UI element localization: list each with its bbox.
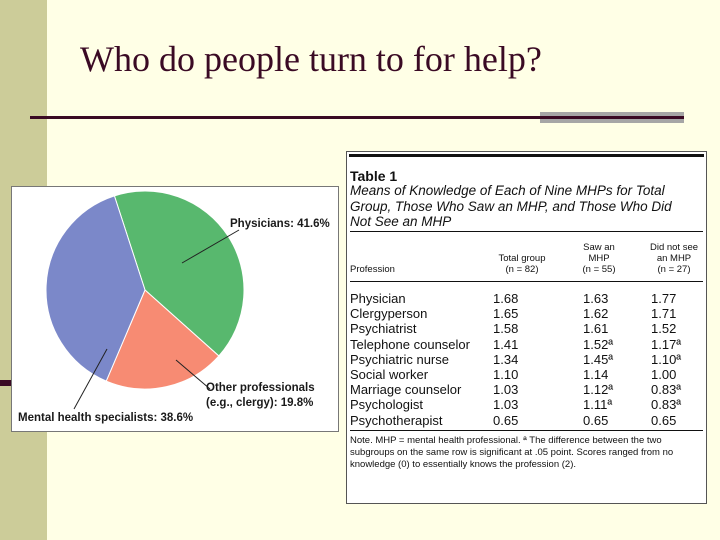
table-row: Clergyperson 1.65 1.62 1.71	[350, 306, 702, 321]
table-row: Social worker 1.10 1.14 1.00	[350, 367, 702, 382]
total-cell: 1.34	[493, 351, 519, 367]
total-cell: 1.03	[493, 382, 519, 398]
slice-label-mental-health: Mental health specialists: 38.6%	[18, 412, 193, 424]
col-head-profession: Profession	[350, 264, 395, 275]
saw-cell: 1.11ª	[583, 397, 613, 413]
profession-cell: Clergyperson	[350, 306, 428, 322]
left-accent-bar	[0, 380, 14, 386]
profession-cell: Psychotherapist	[350, 412, 443, 428]
table-card: Table 1 Means of Knowledge of Each of Ni…	[346, 151, 707, 504]
not-cell: 0.83ª	[651, 382, 682, 398]
pie-chart-card: Physicians: 41.6% Other professionals (e…	[11, 186, 339, 432]
profession-cell: Physician	[350, 291, 406, 306]
physicians-leader-line	[181, 229, 240, 264]
table-caption: Means of Knowledge of Each of Nine MHPs …	[350, 183, 672, 229]
table-top-rule	[349, 154, 704, 157]
not-cell: 1.17ª	[651, 336, 682, 352]
slice-mental-health	[45, 195, 146, 382]
profession-cell: Psychiatric nurse	[350, 351, 449, 367]
other-leader-line	[175, 359, 211, 390]
table-row: Psychiatric nurse 1.34 1.45ª 1.10ª	[350, 352, 702, 367]
profession-cell: Marriage counselor	[350, 382, 462, 398]
slide-title: Who do people turn to for help?	[80, 39, 542, 79]
total-cell: 0.65	[493, 412, 519, 428]
title-rule	[30, 116, 684, 119]
slice-label-other-line1: Other professionals	[206, 382, 315, 394]
total-cell: 1.68	[493, 291, 519, 306]
profession-cell: Social worker	[350, 367, 429, 382]
header-bottom-rule	[350, 281, 703, 282]
not-cell: 1.10ª	[651, 351, 682, 367]
table-row: Psychologist 1.03 1.11ª 0.83ª	[350, 397, 702, 412]
slice-other-professionals	[105, 289, 220, 390]
saw-cell: 0.65	[583, 412, 609, 428]
not-cell: 1.00	[651, 367, 677, 382]
not-cell: 1.77	[651, 291, 677, 306]
saw-cell: 1.12ª	[583, 382, 614, 398]
not-cell: 1.71	[651, 306, 677, 322]
saw-cell: 1.62	[583, 306, 609, 322]
table-row: Telephone counselor 1.41 1.52ª 1.17ª	[350, 337, 702, 352]
table-bottom-rule	[350, 430, 703, 431]
saw-cell: 1.61	[583, 321, 609, 337]
total-cell: 1.58	[493, 321, 519, 337]
total-cell: 1.65	[493, 306, 519, 322]
slice-label-other-line2: (e.g., clergy): 19.8%	[206, 397, 313, 409]
col-head-saw: Saw an MHP (n = 55)	[582, 242, 616, 275]
saw-cell: 1.52ª	[583, 336, 614, 352]
not-cell: 0.65	[651, 412, 677, 428]
table-note: Note. MHP = mental health professional. …	[350, 435, 674, 470]
table-row: Psychotherapist 0.65 0.65 0.65	[350, 413, 702, 428]
profession-cell: Psychiatrist	[350, 321, 417, 337]
saw-cell: 1.45ª	[583, 351, 614, 367]
table-row: Psychiatrist 1.58 1.61 1.52	[350, 321, 702, 336]
saw-cell: 1.14	[583, 367, 609, 382]
header-top-rule	[350, 231, 703, 232]
total-cell: 1.41	[493, 336, 519, 352]
total-cell: 1.03	[493, 397, 519, 413]
pie-chart: Physicians: 41.6% Other professionals (e…	[18, 190, 330, 424]
table-row: Marriage counselor 1.03 1.12ª 0.83ª	[350, 382, 702, 397]
col-head-total: Total group (n = 82)	[498, 253, 546, 275]
profession-cell: Psychologist	[350, 397, 423, 413]
not-cell: 1.52	[651, 321, 677, 337]
col-head-not: Did not see an MHP (n = 27)	[649, 242, 699, 275]
table-row: Physician 1.68 1.63 1.77	[350, 291, 702, 306]
saw-cell: 1.63	[583, 291, 609, 306]
total-cell: 1.10	[493, 367, 519, 382]
slice-label-physicians: Physicians: 41.6%	[230, 218, 330, 230]
table-label: Table 1	[350, 168, 398, 184]
mhs-leader-line	[73, 348, 108, 410]
not-cell: 0.83ª	[651, 397, 682, 413]
profession-cell: Telephone counselor	[350, 336, 470, 352]
